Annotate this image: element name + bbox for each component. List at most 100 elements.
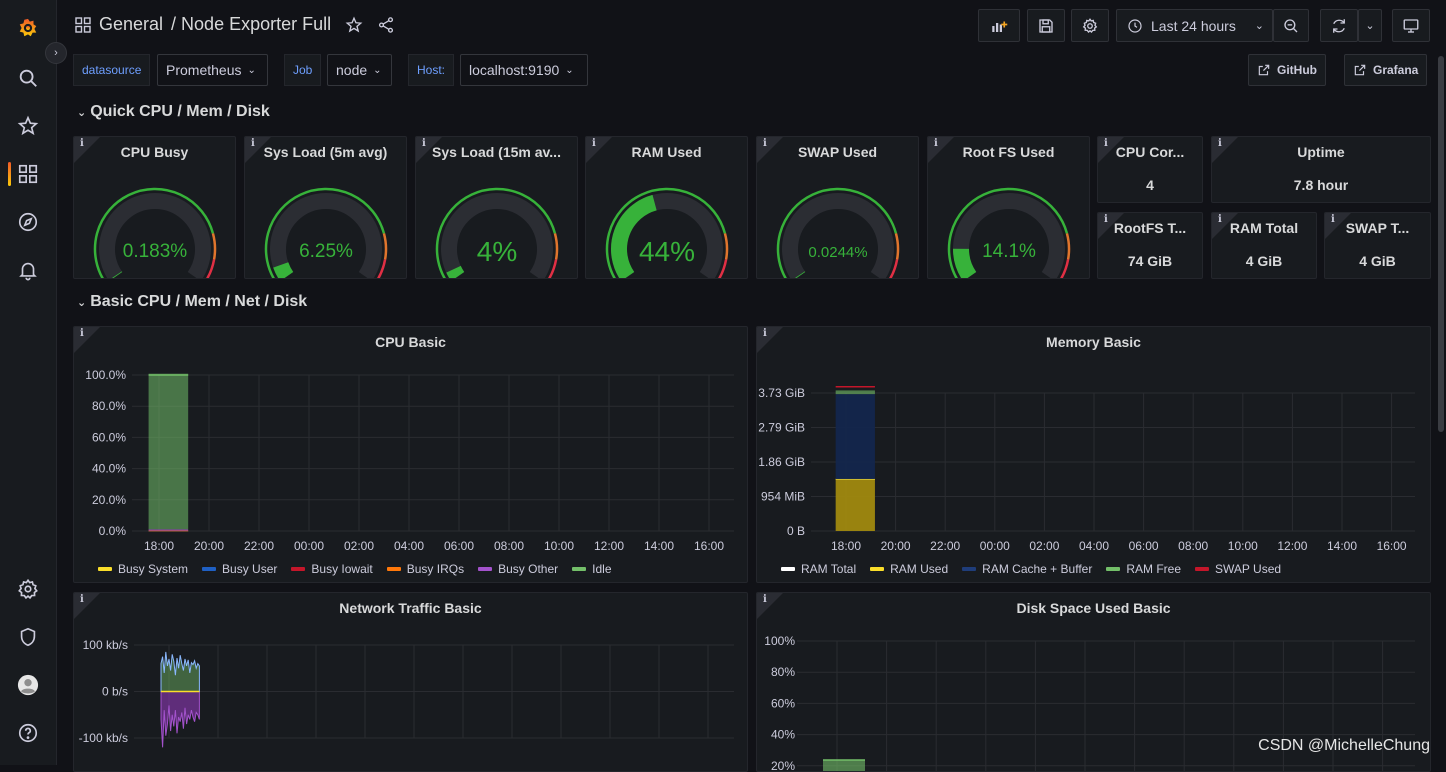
zoom-out-button[interactable] [1273, 9, 1309, 42]
legend-swatch [291, 567, 305, 571]
stat-panel-swap-total[interactable]: i SWAP T... 4 GiB [1324, 212, 1431, 279]
grafana-logo-icon[interactable] [14, 14, 42, 42]
variable-select-host[interactable]: localhost:9190 ⌄ [460, 54, 588, 86]
time-range-chevron-down-icon: ⌄ [1255, 19, 1264, 32]
stat-panel-uptime[interactable]: i Uptime 7.8 hour [1211, 136, 1431, 203]
variable-select-job[interactable]: node ⌄ [327, 54, 392, 86]
legend-item[interactable]: RAM Used [870, 562, 948, 576]
legend-label: RAM Cache + Buffer [982, 562, 1092, 576]
star-icon[interactable] [14, 112, 42, 140]
legend-swatch [387, 567, 401, 571]
search-icon[interactable] [14, 64, 42, 92]
stat-value: 4 GiB [1212, 253, 1316, 269]
gauge-chart: 0.0244% [757, 161, 919, 279]
y-tick-label: 0.0% [99, 524, 127, 538]
legend-item[interactable]: Busy Iowait [291, 562, 372, 576]
cycle-view-mode-button[interactable] [1392, 9, 1430, 42]
panel-title: Uptime [1212, 144, 1430, 160]
x-tick-label: 04:00 [394, 539, 424, 553]
favorite-star-icon[interactable] [345, 16, 363, 34]
explore-compass-icon[interactable] [14, 208, 42, 236]
page-scrollbar[interactable] [1438, 56, 1444, 432]
stat-panel-rootfs-total[interactable]: i RootFS T... 74 GiB [1097, 212, 1203, 279]
legend-label: SWAP Used [1215, 562, 1281, 576]
legend-swatch [781, 567, 795, 571]
row-title-basic: Basic CPU / Mem / Net / Disk [90, 293, 307, 311]
gauge-value-arc [453, 269, 457, 276]
variable-value-job: node [336, 62, 367, 78]
stat-panel-ram-total[interactable]: i RAM Total 4 GiB [1211, 212, 1317, 279]
gauge-value-text: 14.1% [982, 241, 1036, 262]
save-dashboard-button[interactable] [1027, 9, 1065, 42]
watermark: CSDN @MichelleChung [1258, 737, 1430, 755]
grafana-link-label: Grafana [1373, 63, 1418, 77]
gauge-threshold-orange [725, 233, 727, 259]
dashboards-icon[interactable] [14, 160, 42, 188]
legend-item[interactable]: RAM Total [781, 562, 856, 576]
legend-swatch [202, 567, 216, 571]
add-panel-button[interactable] [978, 9, 1020, 42]
breadcrumb-folder[interactable]: General [99, 14, 163, 35]
y-tick-label: 100% [764, 634, 795, 648]
time-range-picker[interactable]: Last 24 hours ⌄ [1116, 9, 1273, 42]
row-toggle-basic[interactable]: ⌄ Basic CPU / Mem / Net / Disk [77, 293, 307, 311]
y-tick-label: 80.0% [92, 399, 126, 413]
panel-title: Network Traffic Basic [74, 600, 747, 616]
gauge-panel[interactable]: i Sys Load (5m avg)6.25% [244, 136, 407, 279]
legend-swatch [98, 567, 112, 571]
dashboard-main: General / Node Exporter Full Last 24 hou… [57, 0, 1446, 765]
stat-panel-cpu-cores[interactable]: i CPU Cor... 4 [1097, 136, 1203, 203]
settings-gear-icon[interactable] [14, 575, 42, 603]
area-idle [149, 374, 189, 530]
github-link-button[interactable]: GitHub [1248, 54, 1326, 86]
legend-label: RAM Used [890, 562, 948, 576]
grafana-link-button[interactable]: Grafana [1344, 54, 1427, 86]
share-icon[interactable] [377, 16, 395, 34]
breadcrumb-dashboard-title[interactable]: / Node Exporter Full [171, 14, 331, 35]
gauge-panel[interactable]: i Sys Load (15m av...4% [415, 136, 578, 279]
user-avatar-icon[interactable] [14, 671, 42, 699]
panel-title: Disk Space Used Basic [757, 600, 1430, 616]
graph-panel-cpu-basic[interactable]: i CPU Basic 100.0%80.0%60.0%40.0%20.0%0.… [73, 326, 748, 583]
legend-item[interactable]: Busy Other [478, 562, 558, 576]
dashboard-settings-button[interactable] [1071, 9, 1109, 42]
variable-value-host: localhost:9190 [469, 62, 559, 78]
help-icon[interactable] [14, 719, 42, 747]
network-basic-chart[interactable]: 100 kb/s0 b/s-100 kb/s [74, 621, 748, 772]
x-tick-label: 08:00 [1178, 539, 1208, 553]
legend-item[interactable]: RAM Cache + Buffer [962, 562, 1092, 576]
panel-title: RAM Used [586, 144, 747, 160]
variable-label-host: Host: [408, 54, 454, 86]
alerting-bell-icon[interactable] [14, 256, 42, 284]
shield-icon[interactable] [14, 623, 42, 651]
legend-item[interactable]: Busy System [98, 562, 188, 576]
x-tick-label: 12:00 [594, 539, 624, 553]
variable-value-datasource: Prometheus [166, 62, 241, 78]
sidebar-expand-chevron-icon[interactable]: › [45, 42, 67, 64]
legend-swatch [572, 567, 586, 571]
y-tick-label: 60% [771, 696, 795, 710]
legend-item[interactable]: SWAP Used [1195, 562, 1281, 576]
legend-item[interactable]: RAM Free [1106, 562, 1181, 576]
variable-select-datasource[interactable]: Prometheus ⌄ [157, 54, 268, 86]
add-panel-icon [990, 17, 1008, 35]
row-toggle-quick[interactable]: ⌄ Quick CPU / Mem / Disk [77, 103, 270, 121]
gauge-chart: 0.183% [74, 161, 236, 279]
x-tick-label: 02:00 [1029, 539, 1059, 553]
breadcrumb: General / Node Exporter Full [75, 14, 395, 35]
legend-item[interactable]: Idle [572, 562, 611, 576]
legend-item[interactable]: Busy IRQs [387, 562, 464, 576]
row-title-quick: Quick CPU / Mem / Disk [90, 103, 270, 121]
refresh-button[interactable] [1320, 9, 1358, 42]
time-range-label: Last 24 hours [1151, 18, 1236, 34]
legend-item[interactable]: Busy User [202, 562, 277, 576]
refresh-interval-dropdown[interactable]: ⌄ [1358, 9, 1382, 42]
